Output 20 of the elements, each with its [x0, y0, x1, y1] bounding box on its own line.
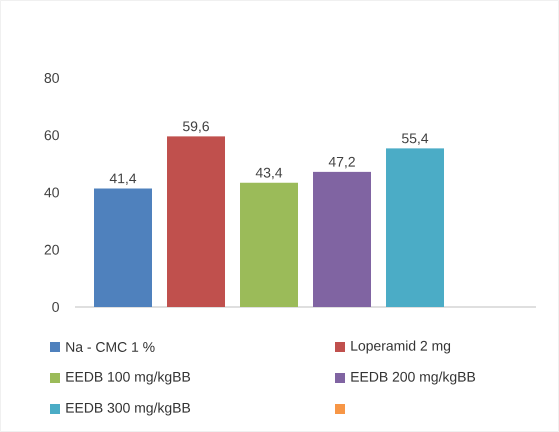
- y-tick-label: 40: [44, 188, 59, 198]
- bar: [167, 136, 226, 307]
- y-tick-label: 0: [52, 302, 59, 312]
- legend-label: Loperamid 2 mg: [351, 340, 450, 354]
- legend-label: Na - CMC 1 %: [66, 342, 155, 352]
- legend-label: EEDB 300 mg/kgBB: [66, 402, 190, 416]
- legend-label: EEDB 100 mg/kgBB: [66, 371, 190, 384]
- legend-label: EEDB 200 mg/kgBB: [351, 371, 476, 384]
- y-tick-label: 20: [44, 244, 59, 255]
- bar: [313, 172, 372, 307]
- y-tick-label: 60: [44, 130, 59, 140]
- data-label: 41,4: [110, 174, 136, 185]
- bar: [94, 188, 152, 307]
- data-label: 47,2: [328, 156, 355, 168]
- y-tick-label: 80: [44, 73, 59, 83]
- data-label: 43,4: [256, 168, 282, 180]
- bar: [386, 148, 444, 307]
- data-label: 55,4: [402, 134, 428, 145]
- bar: [240, 182, 298, 307]
- data-label: 59,6: [182, 121, 209, 133]
